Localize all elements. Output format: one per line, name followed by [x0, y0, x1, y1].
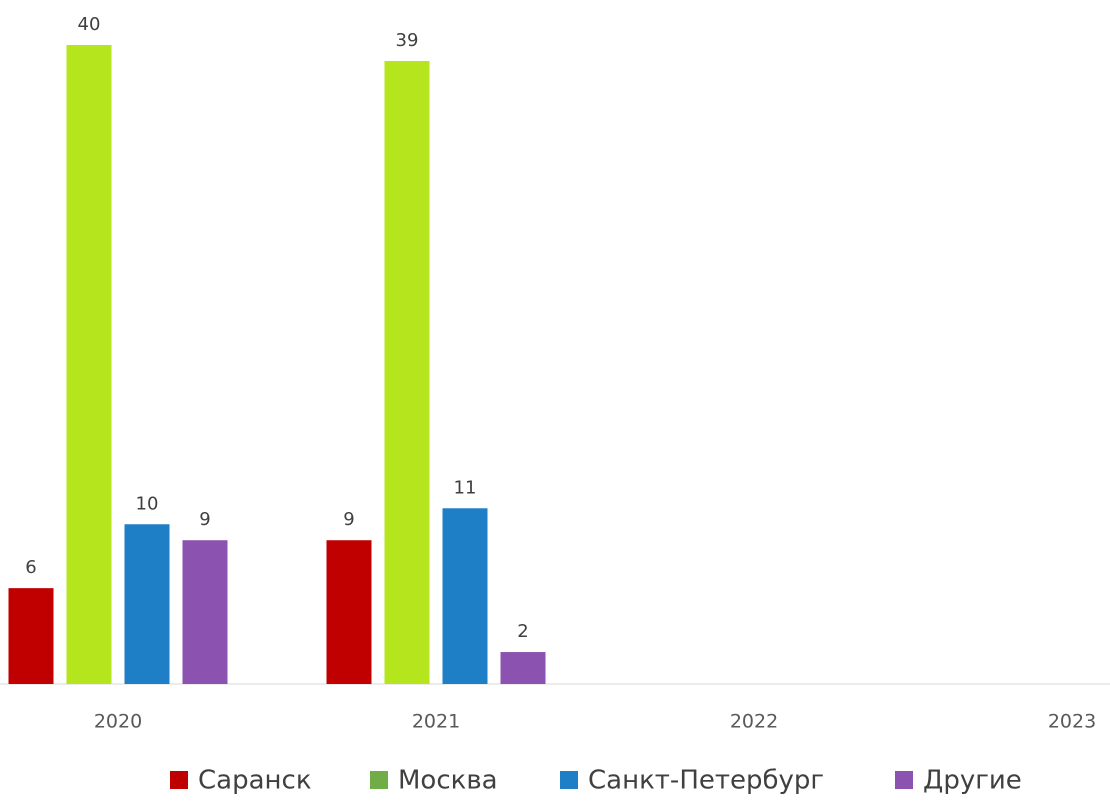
legend-swatch [560, 771, 578, 789]
data-label: 10 [136, 493, 159, 514]
legend-swatch [895, 771, 913, 789]
data-label: 11 [454, 477, 477, 498]
bar [124, 524, 170, 684]
bar [442, 508, 488, 684]
legend-label: Саранск [198, 766, 312, 796]
bar [66, 45, 112, 684]
legend-label: Москва [398, 766, 498, 796]
legend-label: Санкт-Петербург [588, 766, 824, 796]
data-label: 6 [25, 557, 36, 578]
bar [326, 540, 372, 684]
x-tick-label: 2022 [730, 711, 778, 733]
x-tick-label: 2023 [1048, 711, 1096, 733]
data-label: 39 [396, 30, 419, 51]
bar [182, 540, 228, 684]
legend-swatch [170, 771, 188, 789]
legend-label: Другие [923, 766, 1022, 796]
data-label: 9 [199, 509, 210, 530]
data-label: 40 [78, 14, 101, 35]
x-tick-label: 2020 [94, 711, 142, 733]
data-label: 9 [343, 509, 354, 530]
bar [384, 60, 430, 685]
bar [8, 588, 54, 684]
bar [500, 652, 546, 684]
legend-swatch [370, 771, 388, 789]
data-label: 2 [517, 621, 528, 642]
x-tick-label: 2021 [412, 711, 460, 733]
